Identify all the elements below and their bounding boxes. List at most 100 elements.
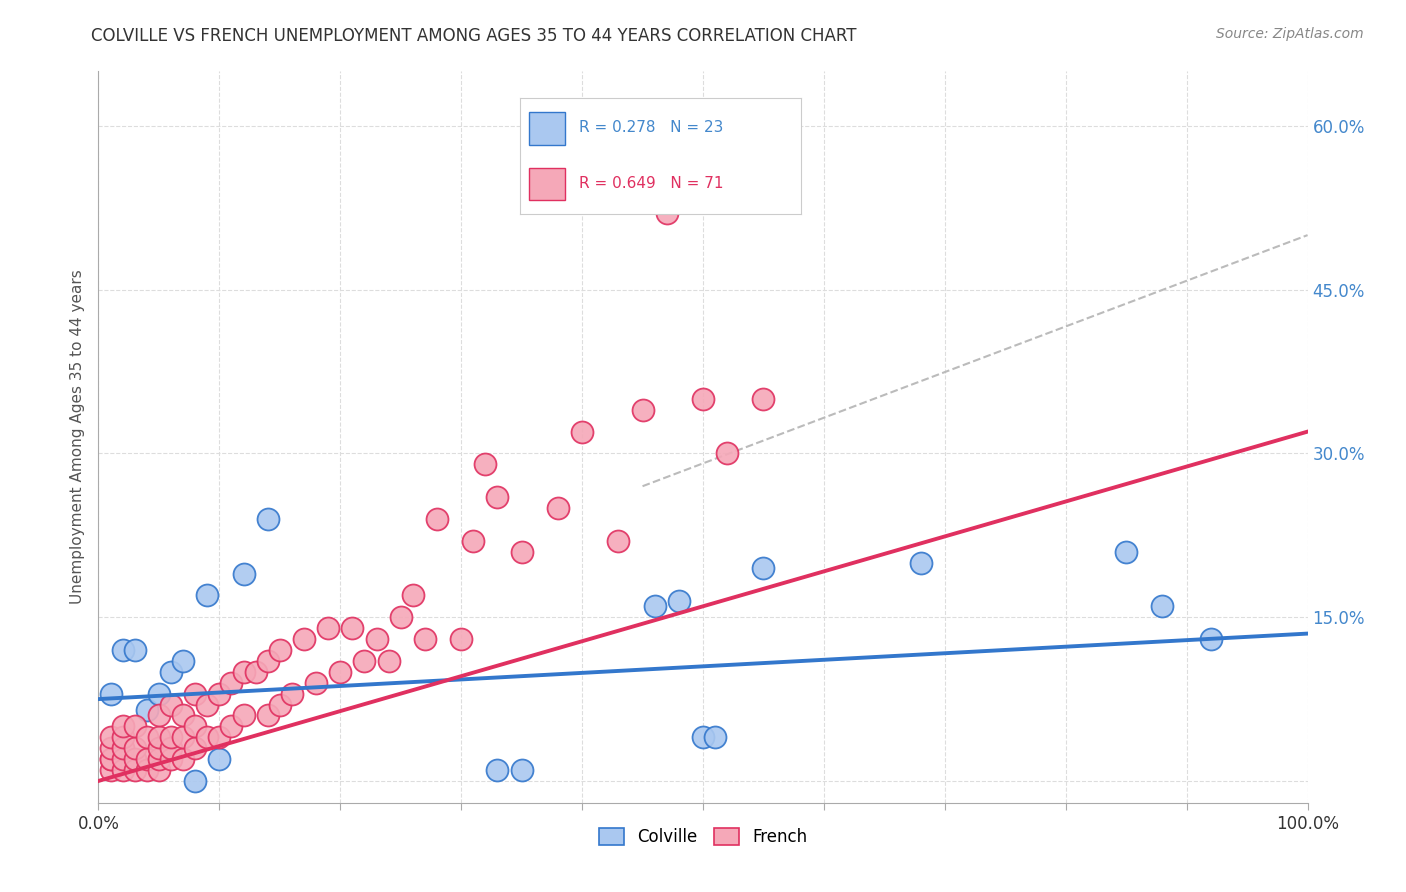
Point (172, 752, 194, 766)
Point (135, 731, 157, 745)
Point (111, 719, 134, 733)
Point (1115, 545, 1137, 559)
Point (160, 665, 183, 679)
Point (510, 545, 533, 559)
Point (486, 763, 509, 777)
Point (342, 621, 364, 635)
Point (316, 621, 339, 635)
Point (135, 763, 157, 777)
Point (184, 687, 207, 701)
Point (195, 588, 218, 602)
Point (547, 501, 569, 516)
Point (486, 490, 509, 504)
Point (329, 665, 352, 679)
Point (100, 752, 122, 766)
Point (135, 752, 157, 766)
Point (184, 741, 207, 756)
Point (124, 741, 146, 756)
Point (256, 654, 278, 668)
Point (450, 632, 472, 646)
Point (124, 752, 146, 766)
Point (111, 643, 134, 657)
Point (607, 533, 630, 548)
Point (571, 425, 593, 439)
Point (184, 774, 207, 789)
Point (269, 643, 291, 657)
Point (353, 654, 375, 668)
Point (910, 556, 932, 570)
Text: Source: ZipAtlas.com: Source: ZipAtlas.com (1216, 27, 1364, 41)
Point (413, 632, 436, 646)
Point (752, 392, 775, 406)
Point (111, 763, 134, 777)
Point (426, 512, 449, 526)
Point (402, 588, 425, 602)
Point (208, 731, 231, 745)
Bar (529, 168, 565, 200)
Point (111, 741, 134, 756)
Point (148, 752, 170, 766)
Point (172, 708, 194, 723)
Point (692, 731, 714, 745)
Point (148, 763, 170, 777)
Text: R = 0.649   N = 71: R = 0.649 N = 71 (579, 177, 724, 192)
Point (305, 675, 328, 690)
Point (148, 741, 170, 756)
Point (160, 741, 183, 756)
Legend: Colville, French: Colville, French (592, 822, 814, 853)
Point (100, 687, 122, 701)
Point (100, 741, 122, 756)
Text: COLVILLE VS FRENCH UNEMPLOYMENT AMONG AGES 35 TO 44 YEARS CORRELATION CHART: COLVILLE VS FRENCH UNEMPLOYMENT AMONG AG… (91, 27, 856, 45)
Point (195, 731, 218, 745)
Point (100, 731, 122, 745)
Point (377, 654, 399, 668)
Point (111, 752, 134, 766)
Point (716, 446, 738, 460)
Point (172, 654, 194, 668)
Point (389, 610, 412, 624)
Point (208, 687, 231, 701)
Point (160, 752, 183, 766)
Point (148, 687, 170, 701)
Point (752, 561, 775, 575)
Point (644, 599, 666, 614)
Point (245, 665, 267, 679)
Point (160, 698, 183, 712)
Point (221, 719, 243, 733)
Point (111, 731, 134, 745)
Text: R = 0.278   N = 23: R = 0.278 N = 23 (579, 120, 724, 136)
Point (631, 402, 654, 417)
Point (184, 719, 207, 733)
Point (1152, 599, 1174, 614)
Point (148, 708, 170, 723)
Point (135, 703, 157, 717)
Point (463, 533, 485, 548)
Point (232, 566, 254, 581)
Point (232, 708, 254, 723)
Bar (529, 112, 565, 145)
Point (160, 731, 183, 745)
Point (474, 458, 496, 472)
Point (124, 643, 146, 657)
Point (100, 752, 122, 766)
Point (366, 632, 388, 646)
Point (256, 512, 278, 526)
Point (124, 719, 146, 733)
Point (208, 752, 231, 766)
Point (232, 665, 254, 679)
Y-axis label: Unemployment Among Ages 35 to 44 years: Unemployment Among Ages 35 to 44 years (69, 269, 84, 605)
Point (269, 698, 291, 712)
Point (124, 763, 146, 777)
Point (692, 392, 714, 406)
Point (668, 594, 690, 608)
Point (704, 731, 727, 745)
Point (148, 731, 170, 745)
Point (281, 687, 304, 701)
Point (195, 698, 218, 712)
Point (100, 763, 122, 777)
Point (292, 632, 315, 646)
Point (172, 731, 194, 745)
Point (1199, 632, 1222, 646)
Point (510, 763, 533, 777)
Point (655, 206, 678, 220)
